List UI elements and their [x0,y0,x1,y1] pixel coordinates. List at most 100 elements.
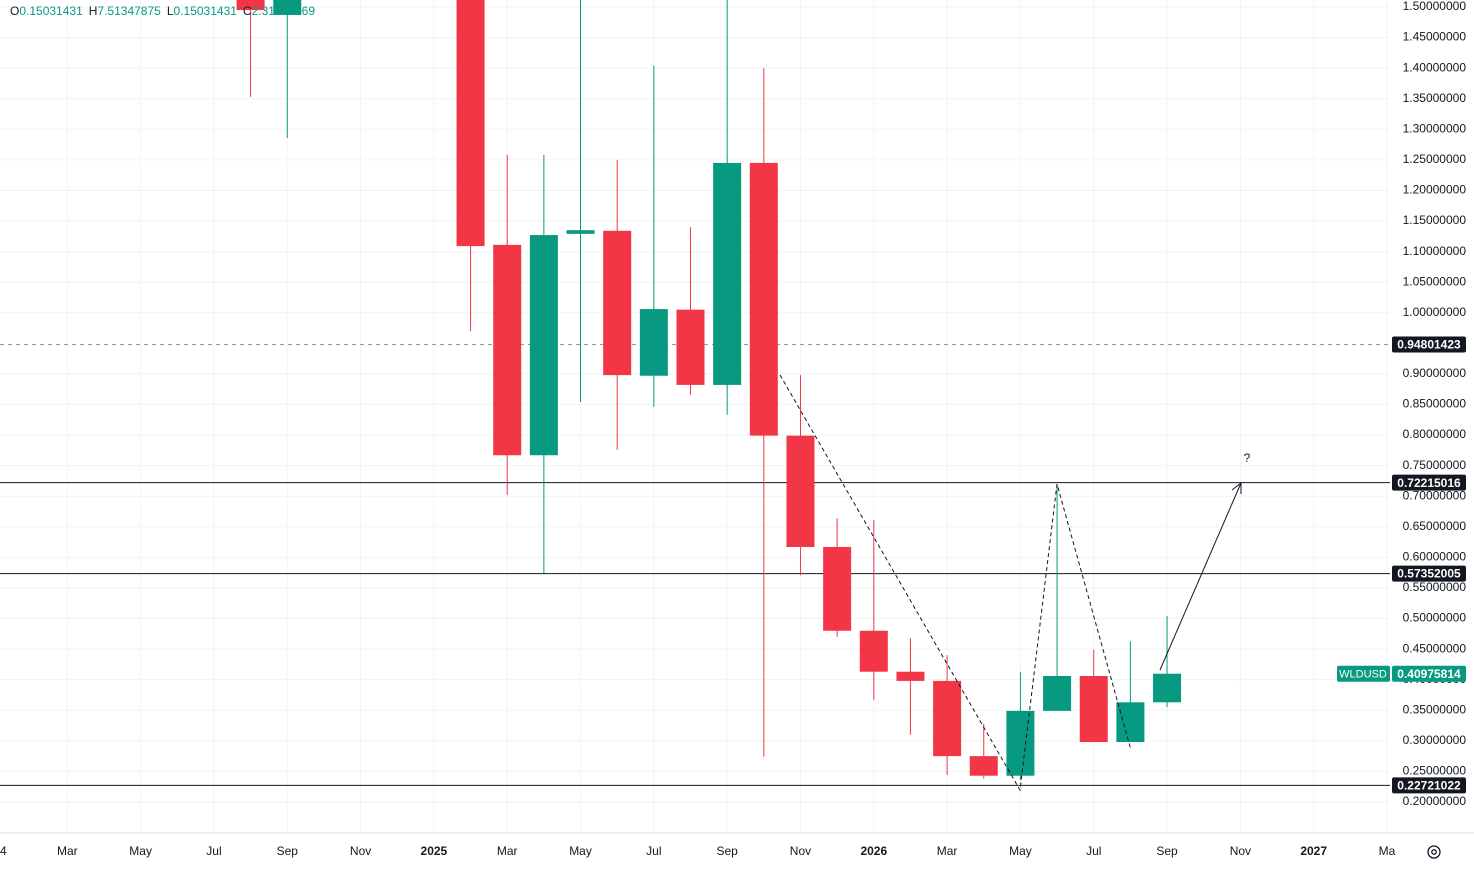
gear-inner[interactable] [1431,849,1437,855]
y-tick-label: 1.50000000 [1403,0,1467,13]
y-tick-label: 1.45000000 [1403,30,1467,44]
x-tick-label: Sep [716,844,738,858]
x-tick-label: Jul [646,844,661,858]
y-axis: 0.20000000 0.25000000 0.30000000 0.35000000… [1337,0,1466,808]
ohlc-value: 0.15031431 [19,4,83,18]
candle-body [823,546,852,631]
y-tick-label: 1.20000000 [1403,183,1467,197]
y-tick-label: 1.05000000 [1403,274,1467,288]
y-tick-label: 0.65000000 [1403,519,1467,533]
price-label-box [1392,336,1466,353]
candle-body [236,0,265,11]
price-label-box [1392,565,1466,582]
x-tick-label: May [1009,844,1032,858]
candle-body [1079,676,1108,743]
candle-body [933,680,962,757]
symbol-label: WLDUSD [1339,669,1387,681]
ohlc-letter: L [167,4,174,18]
price-label-box [1392,474,1466,491]
y-tick-label: 0.75000000 [1403,458,1467,472]
gear-outer[interactable] [1427,845,1441,859]
candle-body [1043,676,1072,711]
ohlc-value: 0.15031431 [174,4,238,18]
candle-body [713,162,742,385]
y-tick-label: 0.20000000 [1403,794,1467,808]
candle-body [1116,702,1145,743]
last-price-label: 0.40975814 [1397,667,1461,681]
ohlc-value: 2.31876669 [252,4,316,18]
x-tick-label: Mar [57,844,78,858]
candle-body [566,230,595,234]
candle-body [493,244,522,456]
candle-body [1006,710,1035,776]
x-tick-label: Nov [1230,844,1251,858]
candle-body [1153,673,1182,703]
price-lines [0,344,1390,786]
y-tick-label: 0.60000000 [1403,550,1467,564]
x-tick-label: May [569,844,592,858]
y-tick-label: 1.15000000 [1403,213,1467,227]
trend-dashed [779,374,1132,792]
price-label: 0.57352005 [1397,567,1461,581]
candle-body [896,671,925,681]
y-tick-label: 0.35000000 [1403,702,1467,716]
annotation: ? [1244,451,1251,465]
x-tick-label: Sep [277,844,299,858]
y-tick-label: 0.50000000 [1403,611,1467,625]
x-tick-label: 2027 [1300,844,1327,858]
y-tick-label: 0.70000000 [1403,488,1467,502]
candle-body [786,435,815,547]
x-tick-label: Nov [350,844,371,858]
x-tick-label: 4 [0,844,7,858]
y-tick-label: 0.30000000 [1403,733,1467,747]
last-price-box [1392,665,1466,682]
ohlc-letter: C [243,4,252,18]
y-tick-label: 1.00000000 [1403,305,1467,319]
ohlc-value: 7.51347875 [97,4,161,18]
y-tick-label: 0.25000000 [1403,764,1467,778]
x-tick-label: 2025 [421,844,448,858]
y-tick-label: 1.40000000 [1403,60,1467,74]
ohlc-letter: O [10,4,19,18]
ohlc-letter: H [89,4,98,18]
x-tick-label: Jul [1086,844,1101,858]
candles [236,0,1182,780]
x-tick-label: Ma [1379,844,1396,858]
settings-icon[interactable] [1427,845,1441,859]
symbol-box [1337,665,1390,682]
y-tick-label: 0.55000000 [1403,580,1467,594]
x-tick-label: Sep [1156,844,1178,858]
arrow-head [1231,481,1242,494]
projection-arrow [1159,482,1242,671]
candle-body [749,162,778,436]
candle-body [273,0,302,15]
x-tick-label: 2026 [860,844,887,858]
grid [0,0,1390,833]
ohlc-legend: O 0.15031431 H 7.51347875 L 0.15031431 C 2.3187… [10,4,315,18]
price-axis [1390,0,1474,833]
price-label-box [1392,777,1466,794]
y-tick-label: 1.30000000 [1403,121,1467,135]
y-tick-label: 0.80000000 [1403,427,1467,441]
x-tick-label: Mar [937,844,958,858]
candle-body [859,630,888,672]
price-label: 0.72215016 [1397,476,1461,490]
x-axis: 4 Mar May Jul Sep Nov 2025 Mar May Jul Sep Nov 2026 M… [0,844,1396,858]
y-tick-label: 0.90000000 [1403,366,1467,380]
y-tick-label: 0.85000000 [1403,397,1467,411]
y-tick-label: 1.25000000 [1403,152,1467,166]
candle-body [456,0,485,247]
price-label: 0.22721022 [1397,779,1461,793]
y-tick-label: 1.35000000 [1403,91,1467,105]
candle-body [639,309,668,376]
price-label: 0.94801423 [1397,338,1461,352]
x-tick-label: May [129,844,152,858]
candle-body [969,756,998,776]
drawings [779,374,1242,792]
y-tick-label: 0.45000000 [1403,641,1467,655]
y-tick-label: 1.10000000 [1403,244,1467,258]
x-tick-label: Nov [790,844,811,858]
x-tick-label: Jul [206,844,221,858]
candle-body [603,230,632,376]
